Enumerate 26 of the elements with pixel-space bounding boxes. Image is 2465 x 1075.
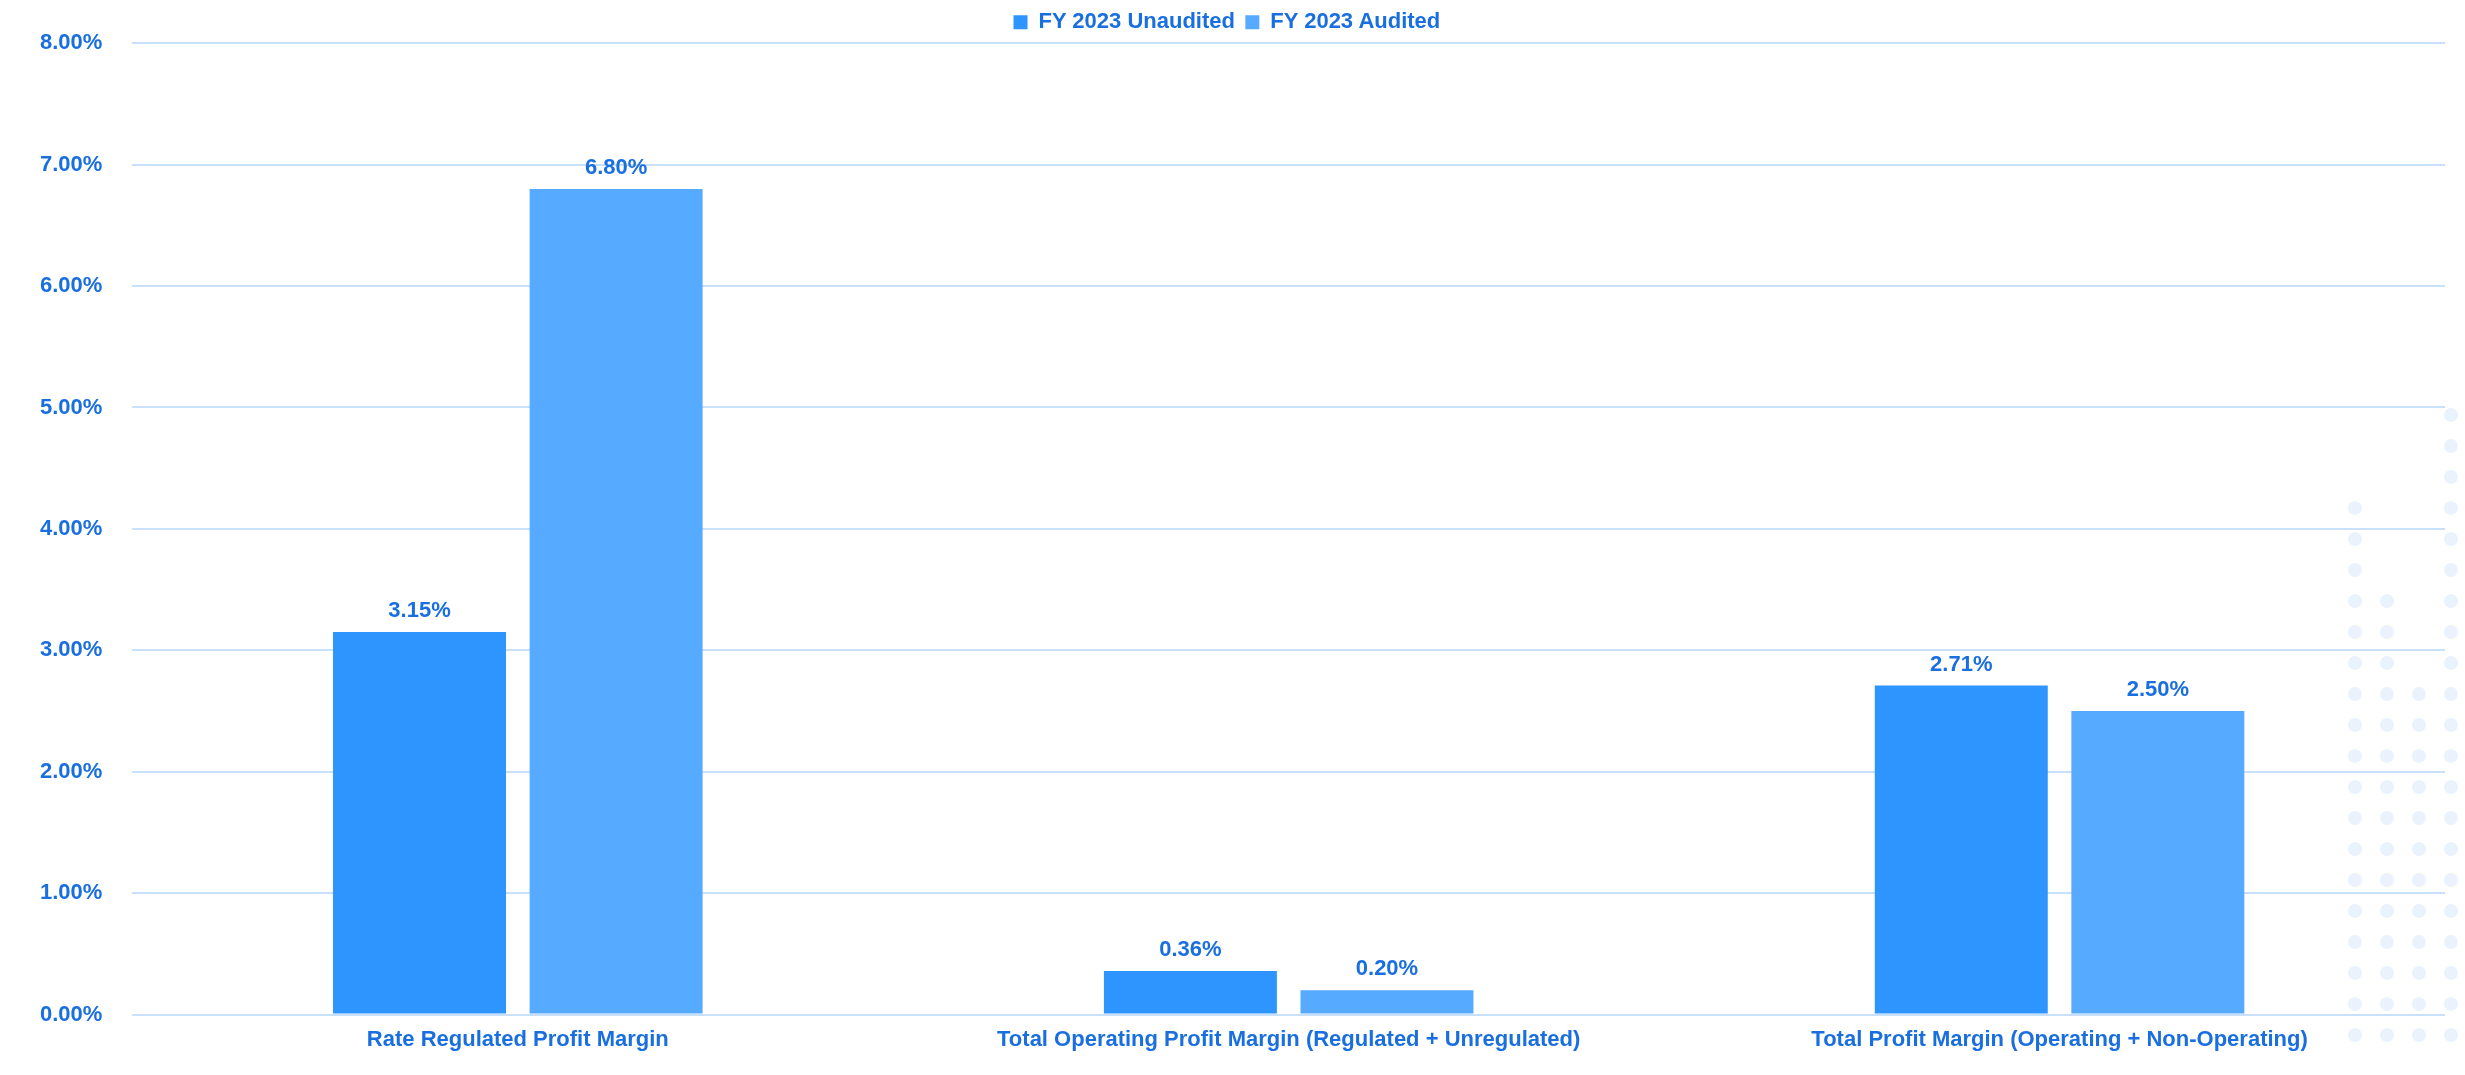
data-label: 0.20% <box>1355 955 1419 981</box>
legend-label: FY 2023 Audited <box>1270 8 1441 34</box>
legend-label: FY 2023 Unaudited <box>1038 8 1235 34</box>
y-tick-label: 4.00% <box>39 514 103 540</box>
x-tick-label: Total Profit Margin (Operating + Non-Operating) <box>1811 1025 2308 1051</box>
bar <box>333 632 507 1014</box>
data-label: 0.36% <box>1159 935 1222 961</box>
data-label: 2.71% <box>1930 650 1993 676</box>
y-tick-label: 3.00% <box>39 636 103 662</box>
bar <box>1300 990 1474 1014</box>
bar <box>1874 685 2048 1014</box>
y-tick-label: 7.00% <box>39 150 103 176</box>
y-tick-label: 1.00% <box>39 879 103 905</box>
y-tick-label: 6.00% <box>39 272 103 298</box>
x-tick-label: Total Operating Profit Margin (Regulated + Unregulated) <box>997 1025 1581 1051</box>
y-tick-label: 2.00% <box>39 757 103 783</box>
data-label: 6.80% <box>584 153 648 179</box>
y-tick-label: 8.00% <box>39 29 103 55</box>
y-tick-label: 0.00% <box>39 1000 103 1026</box>
bar <box>529 188 703 1014</box>
x-tick-label: Rate Regulated Profit Margin <box>366 1025 669 1051</box>
data-label: 3.15% <box>388 597 451 623</box>
data-label: 2.50% <box>2126 676 2190 702</box>
bar <box>1103 970 1277 1014</box>
y-tick-label: 5.00% <box>39 393 103 419</box>
bar <box>2071 711 2245 1014</box>
